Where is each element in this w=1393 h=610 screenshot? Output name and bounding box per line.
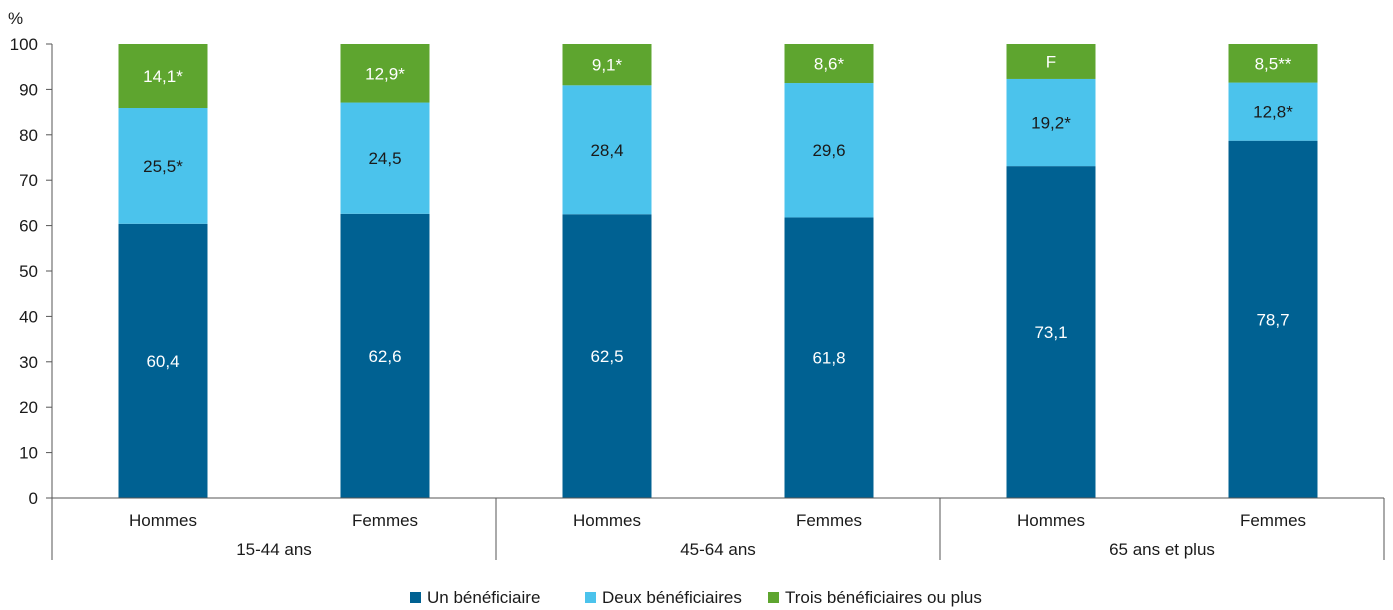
data-label: 12,9* bbox=[365, 64, 405, 83]
data-label: 78,7 bbox=[1256, 310, 1289, 329]
legend-swatch bbox=[768, 592, 779, 603]
data-label: 9,1* bbox=[592, 56, 623, 75]
y-tick-label: 10 bbox=[19, 444, 38, 463]
data-label: 28,4 bbox=[590, 141, 623, 160]
y-tick-label: 80 bbox=[19, 126, 38, 145]
data-label: F bbox=[1046, 52, 1056, 71]
legend-swatch bbox=[585, 592, 596, 603]
x-axis: Hommes Femmes 15-44 ans Hommes Femmes 45-64 a… bbox=[51, 497, 1385, 560]
y-axis-unit: % bbox=[8, 9, 23, 28]
bar-stack: 78,7 12,8* 8,5** bbox=[1228, 44, 1318, 498]
bar-stack: 61,8 29,6 8,6* bbox=[784, 44, 874, 499]
data-label: 24,5 bbox=[368, 149, 401, 168]
legend: Un bénéficiaire Deux bénéficiaires Trois b… bbox=[410, 588, 982, 607]
bar-segment bbox=[118, 44, 208, 109]
data-label: 19,2* bbox=[1031, 114, 1071, 133]
data-label: 14,1* bbox=[143, 67, 183, 86]
y-axis: 0 10 20 30 40 50 60 70 80 90 100 bbox=[10, 35, 53, 508]
y-tick-label: 100 bbox=[10, 35, 38, 54]
legend-item: Deux bénéficiaires bbox=[585, 588, 742, 607]
data-label: 61,8 bbox=[812, 349, 845, 368]
bar-segment bbox=[1006, 166, 1096, 498]
y-tick-label: 50 bbox=[19, 262, 38, 281]
group-label: 65 ans et plus bbox=[1109, 540, 1215, 559]
y-tick-label: 60 bbox=[19, 217, 38, 236]
bar-segment bbox=[1228, 44, 1318, 83]
category-label: Hommes bbox=[1017, 511, 1085, 530]
legend-item: Trois bénéficiaires ou plus bbox=[768, 588, 982, 607]
bar-segment bbox=[784, 217, 874, 499]
category-label: Femmes bbox=[1240, 511, 1306, 530]
bar-segment bbox=[784, 44, 874, 84]
bar-stack: 62,6 24,5 12,9* bbox=[340, 44, 430, 498]
data-label: 60,4 bbox=[146, 352, 179, 371]
bar-segment bbox=[340, 102, 430, 214]
category-label: Femmes bbox=[352, 511, 418, 530]
bar-stack: 73,1 19,2* F bbox=[1006, 44, 1096, 498]
y-tick-label: 20 bbox=[19, 398, 38, 417]
legend-swatch bbox=[410, 592, 421, 603]
y-tick-label: 70 bbox=[19, 171, 38, 190]
bar-stack: 62,5 28,4 9,1* bbox=[562, 44, 652, 498]
bar-segment bbox=[118, 108, 208, 224]
legend-item: Un bénéficiaire bbox=[410, 588, 540, 607]
bar-segment bbox=[1228, 82, 1318, 141]
category-label: Hommes bbox=[129, 511, 197, 530]
y-tick-label: 30 bbox=[19, 353, 38, 372]
y-tick-label: 90 bbox=[19, 80, 38, 99]
bar-segment bbox=[118, 223, 208, 498]
bar-segment bbox=[340, 44, 430, 103]
y-tick-label: 40 bbox=[19, 307, 38, 326]
y-tick-label: 0 bbox=[29, 489, 38, 508]
data-label: 25,5* bbox=[143, 157, 183, 176]
bar-segment bbox=[1006, 44, 1096, 79]
bar-segment bbox=[562, 214, 652, 498]
bar-segment bbox=[562, 85, 652, 215]
group-label: 15-44 ans bbox=[236, 540, 312, 559]
category-label: Hommes bbox=[573, 511, 641, 530]
bar-stack: 60,4 25,5* 14,1* bbox=[118, 44, 208, 498]
data-label: 73,1 bbox=[1034, 323, 1067, 342]
data-label: 12,8* bbox=[1253, 103, 1293, 122]
bar-segment bbox=[562, 44, 652, 86]
bar-segment bbox=[340, 213, 430, 498]
legend-label: Deux bénéficiaires bbox=[602, 588, 742, 607]
data-label: 62,5 bbox=[590, 347, 623, 366]
category-label: Femmes bbox=[796, 511, 862, 530]
legend-label: Un bénéficiaire bbox=[427, 588, 540, 607]
legend-label: Trois bénéficiaires ou plus bbox=[785, 588, 982, 607]
group-label: 45-64 ans bbox=[680, 540, 756, 559]
data-label: 62,6 bbox=[368, 347, 401, 366]
data-label: 29,6 bbox=[812, 141, 845, 160]
data-label: 8,5** bbox=[1255, 54, 1292, 73]
bar-segment bbox=[1006, 78, 1096, 167]
data-label: 8,6* bbox=[814, 55, 845, 74]
bar-segment bbox=[784, 83, 874, 218]
bars: 60,425,5*14,1*62,624,512,9*62,528,49,1*6… bbox=[118, 44, 1318, 499]
bar-segment bbox=[1228, 140, 1318, 498]
